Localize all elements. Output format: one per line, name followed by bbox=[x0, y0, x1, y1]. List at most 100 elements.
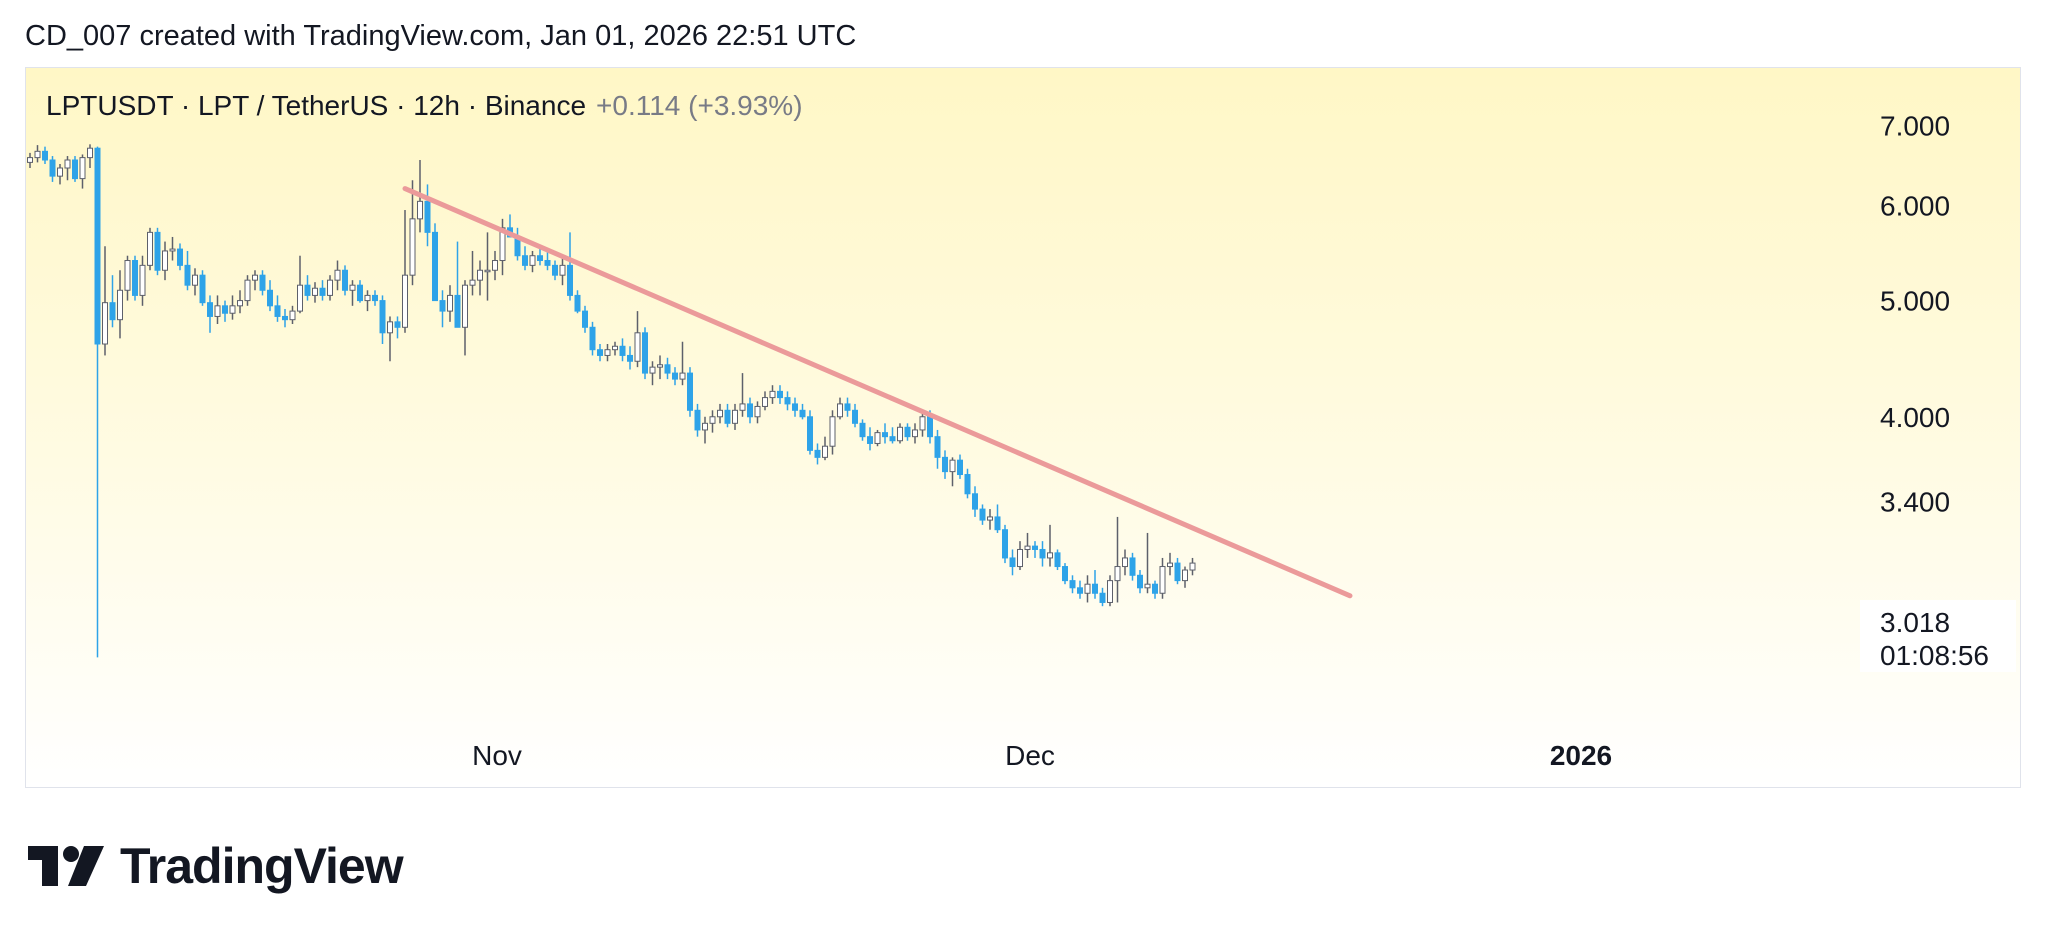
candle-body-down bbox=[867, 436, 873, 444]
candle bbox=[244, 275, 251, 306]
candle bbox=[64, 156, 71, 181]
candle-body-up bbox=[387, 321, 393, 334]
candle-body-down bbox=[747, 403, 753, 418]
tradingview-logo[interactable]: TradingView bbox=[28, 838, 404, 894]
candle-body-down bbox=[1039, 548, 1046, 559]
candle-body-down bbox=[582, 310, 588, 328]
candle-body-up bbox=[417, 200, 423, 220]
candle bbox=[319, 280, 326, 301]
candle-body-down bbox=[267, 289, 273, 307]
candle-body-down bbox=[904, 426, 911, 438]
candle-body-up bbox=[1189, 562, 1196, 571]
candle bbox=[1107, 575, 1113, 607]
candle bbox=[882, 423, 888, 444]
candle bbox=[409, 180, 416, 286]
candle bbox=[169, 236, 176, 261]
candle-body-down bbox=[199, 274, 206, 304]
candle bbox=[724, 403, 731, 428]
candle bbox=[49, 156, 56, 182]
candle-body-down bbox=[942, 456, 948, 473]
candle-body-up bbox=[754, 405, 761, 418]
candle-body-down bbox=[282, 315, 288, 321]
candle bbox=[207, 295, 213, 333]
candle bbox=[139, 255, 146, 306]
candle-body-up bbox=[822, 445, 828, 458]
candle-body-up bbox=[559, 264, 566, 276]
candle bbox=[1159, 557, 1166, 599]
candle bbox=[154, 227, 161, 276]
candle-body-up bbox=[1017, 548, 1023, 568]
candle bbox=[1182, 566, 1188, 588]
candle-body-up bbox=[1167, 562, 1173, 568]
candle bbox=[604, 343, 611, 362]
last-price-box bbox=[1860, 600, 2016, 672]
candle-body-up bbox=[874, 432, 881, 444]
candle bbox=[27, 152, 33, 169]
candle bbox=[874, 429, 881, 447]
candle bbox=[942, 450, 948, 479]
price-change: +0.114 (+3.93%) bbox=[596, 90, 803, 121]
candle bbox=[34, 145, 41, 163]
candle-body-down bbox=[934, 436, 941, 458]
candle bbox=[94, 146, 101, 658]
candle bbox=[777, 385, 783, 404]
candle bbox=[784, 391, 791, 411]
candle-body-up bbox=[252, 274, 258, 281]
candle-body-down bbox=[619, 345, 626, 356]
candle-body-up bbox=[334, 269, 341, 281]
candle-body-up bbox=[1159, 566, 1166, 594]
candle bbox=[424, 184, 431, 247]
candle-body-up bbox=[139, 264, 146, 296]
candle-body-down bbox=[424, 200, 431, 233]
candle-body-up bbox=[837, 403, 843, 418]
candle bbox=[657, 355, 663, 380]
candle-body-down bbox=[207, 302, 213, 317]
candle-body-down bbox=[927, 416, 933, 438]
candle bbox=[1137, 570, 1143, 594]
candle-body-down bbox=[672, 372, 678, 380]
price-axis: 7.000 6.000 5.000 4.000 3.400 bbox=[1880, 110, 1950, 517]
candle bbox=[852, 403, 858, 428]
candles-group bbox=[27, 144, 1196, 658]
candle-body-up bbox=[649, 366, 656, 374]
candle bbox=[814, 443, 821, 465]
candle bbox=[1122, 549, 1128, 576]
candle bbox=[327, 275, 333, 301]
candle bbox=[837, 397, 843, 420]
candle-body-down bbox=[664, 364, 671, 374]
candle bbox=[987, 509, 993, 530]
candle-body-up bbox=[769, 390, 776, 399]
candle bbox=[439, 290, 446, 328]
candle bbox=[544, 250, 551, 271]
candle bbox=[372, 290, 378, 306]
candle bbox=[1032, 541, 1038, 558]
candle bbox=[642, 327, 648, 380]
candle bbox=[1174, 557, 1181, 585]
chart-panel[interactable] bbox=[25, 67, 2021, 788]
candle bbox=[769, 385, 776, 404]
candle-body-up bbox=[27, 157, 33, 163]
candle-body-down bbox=[852, 409, 858, 424]
candle bbox=[109, 275, 116, 328]
x-tick-nov: Nov bbox=[472, 740, 522, 771]
candle bbox=[1017, 541, 1023, 571]
candle-body-down bbox=[42, 150, 48, 161]
candle bbox=[1062, 563, 1068, 585]
candle-body-down bbox=[177, 248, 183, 266]
candle-body-down bbox=[627, 354, 633, 362]
candle bbox=[229, 295, 236, 320]
symbol-legend[interactable]: LPTUSDT · LPT / TetherUS · 12h · Binance… bbox=[46, 90, 803, 122]
candle bbox=[357, 280, 363, 303]
candle-body-down bbox=[1069, 580, 1076, 589]
candle bbox=[222, 300, 228, 322]
candle bbox=[447, 285, 453, 322]
candle bbox=[634, 311, 641, 368]
candle-body-up bbox=[34, 150, 41, 159]
candle bbox=[612, 341, 618, 356]
candle bbox=[87, 144, 93, 169]
candle bbox=[597, 343, 603, 362]
candle bbox=[559, 255, 566, 286]
candle-body-down bbox=[784, 397, 791, 405]
candle bbox=[649, 361, 656, 386]
